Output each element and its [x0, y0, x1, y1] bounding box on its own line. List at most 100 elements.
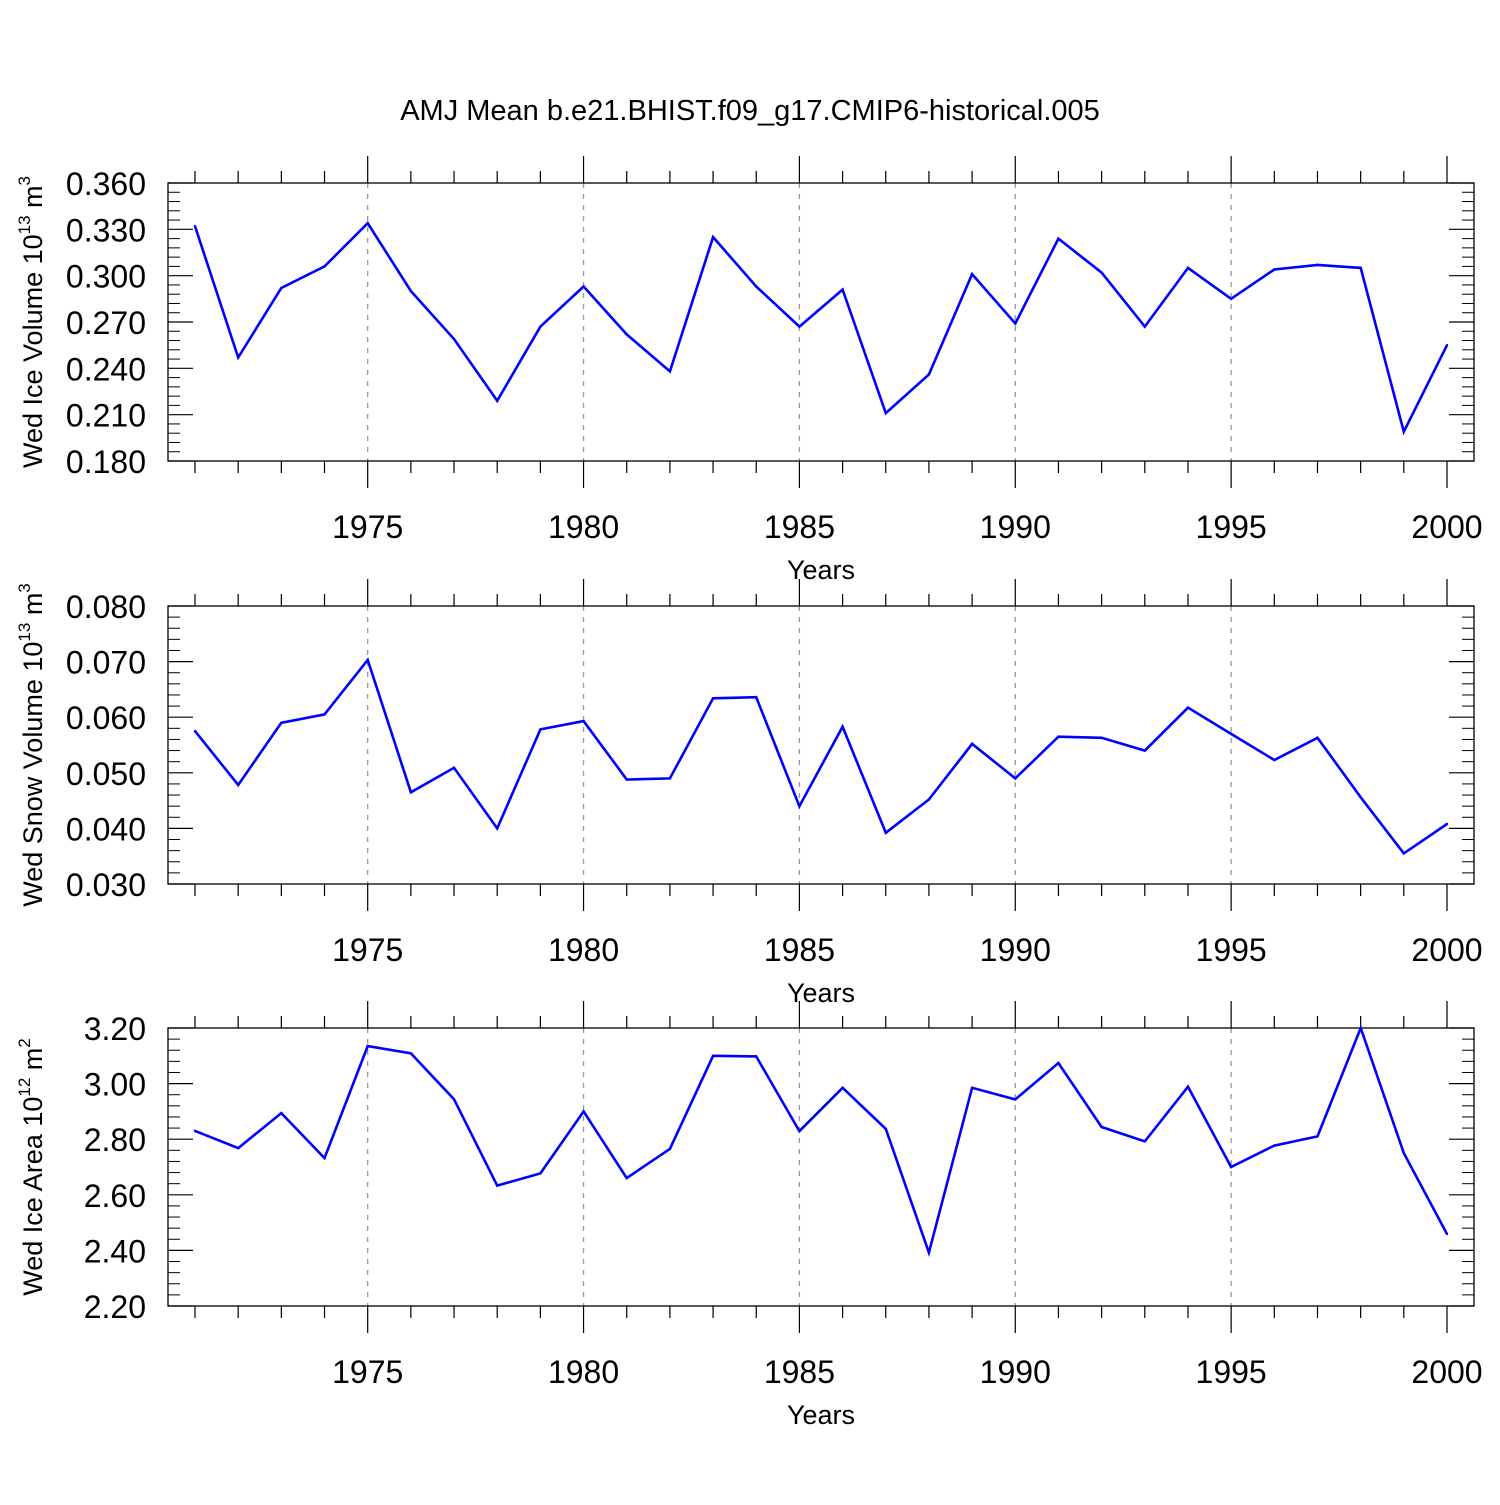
y-axis-label: Wed Ice Volume 1013 m3: [15, 176, 48, 468]
x-tick-label: 2000: [1411, 932, 1482, 968]
plot-frame: [167, 605, 1475, 885]
data-point: [625, 778, 628, 781]
data-point: [366, 658, 369, 662]
data-point: [884, 831, 887, 835]
y-tick-label: 0.300: [66, 259, 146, 295]
data-point: [280, 721, 283, 724]
data-point: [798, 1129, 801, 1133]
y-tick-label: 0.270: [66, 305, 146, 341]
x-tick-label: 1980: [548, 509, 619, 545]
panel-3: 2.20 2.40 2.60 2.80 3.00 3.20 1975 1980 1985 1990…: [15, 1001, 1483, 1430]
data-point: [841, 725, 844, 728]
data-point: [280, 1111, 283, 1115]
data-point: [711, 1054, 715, 1058]
data-point: [798, 804, 801, 808]
data-point: [1445, 822, 1449, 826]
x-tick-label: 1995: [1196, 932, 1267, 968]
x-tick-label: 1985: [764, 1354, 835, 1390]
data-point: [1229, 732, 1233, 736]
data-point: [927, 373, 931, 376]
data-point: [366, 221, 369, 225]
data-point: [625, 333, 628, 336]
x-tick-label: 1975: [332, 932, 403, 968]
data-point: [668, 777, 672, 780]
data-point: [1186, 706, 1190, 709]
data-point: [625, 1176, 628, 1180]
data-point: [1100, 271, 1103, 274]
data-point: [1316, 1135, 1319, 1138]
data-point: [323, 713, 326, 716]
y-tick-label: 2.80: [84, 1122, 146, 1158]
data-point: [668, 1147, 672, 1151]
x-tick-label: 1990: [980, 932, 1051, 968]
data-point: [1100, 736, 1103, 739]
data-point: [755, 1055, 758, 1058]
x-tick-label: 1985: [764, 932, 835, 968]
series-line: [194, 1024, 1449, 1258]
plot-frame: [167, 1027, 1475, 1307]
data-point: [452, 1097, 456, 1101]
y-tick-label: 0.060: [66, 700, 146, 736]
data-point: [409, 289, 413, 293]
x-tick-label: 1995: [1196, 509, 1267, 545]
x-tick-label: 1990: [980, 509, 1051, 545]
data-point: [1445, 343, 1449, 347]
data-point: [1143, 325, 1146, 328]
data-point: [1057, 237, 1060, 240]
data-point: [1143, 1140, 1146, 1143]
data-point: [1402, 430, 1406, 433]
data-point: [1359, 266, 1362, 270]
data-point: [711, 697, 715, 700]
data-point: [970, 742, 974, 746]
data-point: [409, 791, 413, 794]
data-point: [193, 1129, 197, 1133]
data-point: [409, 1052, 413, 1055]
panel-2: 0.030 0.040 0.050 0.060 0.070 0.080 1975 1980 19…: [15, 579, 1483, 1008]
x-tick-label: 1975: [332, 509, 403, 545]
data-point: [452, 337, 456, 341]
chart-title: AMJ Mean b.e21.BHIST.f09_g17.CMIP6-histo…: [400, 95, 1100, 127]
x-tick-label: 1980: [548, 1354, 619, 1390]
data-point: [1445, 1232, 1449, 1236]
y-tick-label: 0.030: [66, 867, 146, 903]
data-point: [755, 695, 758, 699]
y-tick-label: 0.180: [66, 444, 146, 480]
data-point: [1402, 1151, 1406, 1155]
data-point: [280, 286, 283, 290]
data-point: [927, 798, 931, 801]
x-axis-label: Years: [787, 1400, 855, 1430]
data-point: [1402, 852, 1406, 855]
data-point: [582, 719, 585, 723]
data-point: [496, 399, 499, 402]
x-tick-label: 1980: [548, 932, 619, 968]
data-point: [582, 285, 585, 288]
y-tick-label: 2.60: [84, 1178, 146, 1214]
data-point: [884, 1127, 887, 1131]
y-tick-label: 0.080: [66, 589, 146, 625]
y-tick-label: 3.20: [84, 1011, 146, 1047]
y-tick-label: 0.240: [66, 351, 146, 387]
data-point: [1143, 749, 1146, 752]
series-line: [193, 657, 1448, 856]
data-point: [1273, 268, 1276, 271]
data-point: [236, 356, 240, 359]
data-point: [193, 729, 197, 733]
y-tick-label: 2.40: [84, 1233, 146, 1269]
plot-frame: [167, 182, 1475, 462]
data-point: [970, 1086, 974, 1089]
data-point: [1014, 322, 1017, 325]
data-point: [1057, 735, 1060, 738]
data-point: [539, 1172, 542, 1175]
x-axis-label: Years: [787, 555, 855, 585]
data-point: [1359, 796, 1362, 799]
x-tick-label: 1995: [1196, 1354, 1267, 1390]
y-tick-label: 0.330: [66, 212, 146, 248]
data-point: [539, 325, 542, 328]
data-point: [236, 783, 240, 787]
data-point: [496, 1184, 499, 1187]
x-tick-label: 1985: [764, 509, 835, 545]
x-tick-label: 2000: [1411, 1354, 1482, 1390]
y-axis-label: Wed Snow Volume 1013 m3: [15, 583, 48, 907]
